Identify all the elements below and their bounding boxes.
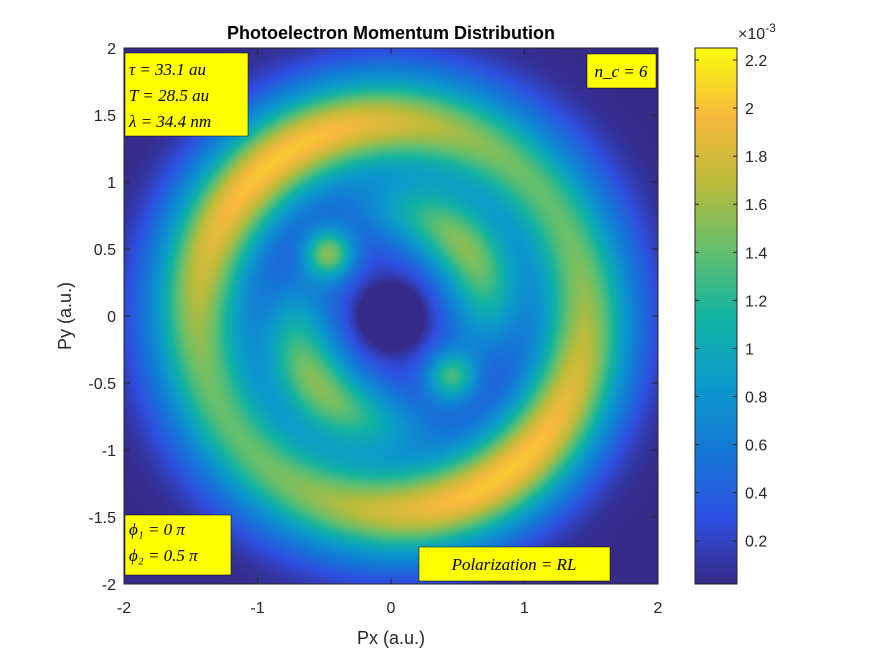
annotation-bottom-left: ϕ₁ = 0 π ϕ₂ = 0.5 π — [124, 514, 232, 576]
annotation-period: T = 28.5 au — [129, 86, 209, 105]
chart-title: Photoelectron Momentum Distribution — [227, 23, 555, 43]
colorbar-ticks: 2.2 2 1.8 1.6 1.4 1.2 1 0.8 0.6 0.4 0.2 — [695, 53, 767, 551]
colorbar-tick-label: 1.6 — [745, 197, 767, 214]
y-tick-label: -1 — [102, 443, 116, 460]
x-tick-label: 2 — [654, 600, 663, 617]
annotation-tau: τ = 33.1 au — [129, 60, 206, 79]
y-axis-ticks: 2 1.5 1 0.5 0 -0.5 -1 -1.5 -2 — [88, 41, 658, 594]
y-tick-label: -2 — [102, 577, 116, 594]
annotation-phase-1: ϕ₁ = 0 π — [129, 520, 185, 539]
annotation-phase-2: ϕ₂ = 0.5 π — [129, 546, 198, 565]
annotation-polarization: Polarization = RL — [451, 555, 577, 574]
colorbar-tick-label: 0.4 — [745, 486, 767, 503]
colorbar-tick-label: 1.2 — [745, 293, 767, 310]
colorbar-tick-label: 0.6 — [745, 438, 767, 455]
colorbar-exponent: ×10-3 — [738, 21, 776, 43]
y-tick-label: 1.5 — [94, 108, 116, 125]
annotation-bottom-right: Polarization = RL — [418, 546, 611, 582]
y-tick-label: -1.5 — [88, 510, 116, 527]
colorbar-tick-label: 0.8 — [745, 390, 767, 407]
annotation-cycles: n_c = 6 — [594, 62, 648, 81]
colorbar-tick-label: 1.8 — [745, 149, 767, 166]
y-tick-label: 1 — [107, 175, 116, 192]
y-tick-label: 0 — [107, 309, 116, 326]
x-axis-label: Px (a.u.) — [357, 628, 425, 648]
x-tick-label: -2 — [117, 600, 131, 617]
x-tick-label: 1 — [520, 600, 529, 617]
y-tick-label: 0.5 — [94, 242, 116, 259]
annotation-top-left: τ = 33.1 au T = 28.5 au λ = 34.4 nm — [124, 52, 249, 137]
x-tick-label: 0 — [387, 600, 396, 617]
annotation-wavelength: λ = 34.4 nm — [128, 112, 211, 131]
colorbar-tick-label: 1 — [745, 341, 754, 358]
y-tick-label: 2 — [107, 41, 116, 58]
colorbar-tick-label: 0.2 — [745, 534, 767, 551]
x-axis-ticks: -2 -1 0 1 2 — [117, 48, 663, 617]
x-tick-label: -1 — [250, 600, 264, 617]
colorbar-tick-label: 2.2 — [745, 53, 767, 70]
colorbar-tick-label: 1.4 — [745, 245, 767, 262]
colorbar — [694, 47, 738, 585]
heatmap-canvas — [124, 48, 658, 584]
y-axis-label: Py (a.u.) — [55, 282, 75, 350]
annotation-top-right: n_c = 6 — [586, 53, 657, 89]
colorbar-tick-label: 2 — [745, 101, 754, 118]
y-tick-label: -0.5 — [88, 376, 116, 393]
